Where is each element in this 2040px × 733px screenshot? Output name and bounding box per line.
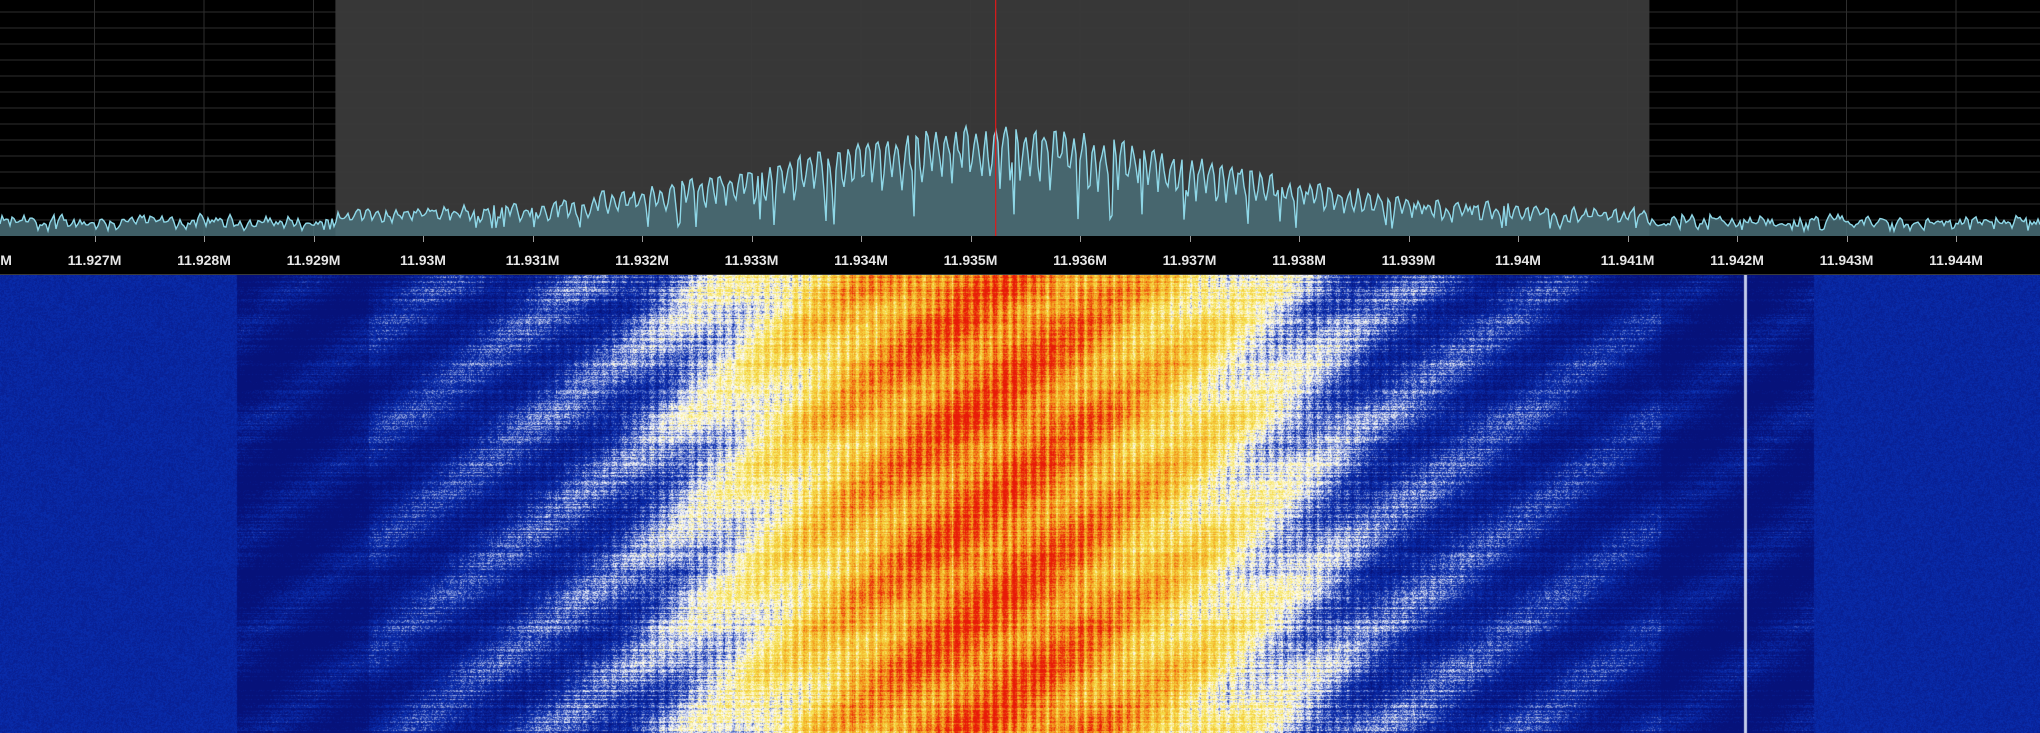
waterfall-canvas[interactable] [0,275,2040,733]
frequency-tick [642,236,643,242]
frequency-axis[interactable]: 11.926M 11.927M 11.928M 11.929M 11.93M 11.931… [0,236,2040,275]
frequency-tick [204,236,205,242]
waterfall-panel[interactable] [0,275,2040,733]
frequency-label: 11.936M [1053,252,1107,268]
frequency-label: 11.94M [1495,252,1541,268]
frequency-tick [94,236,96,242]
frequency-label: 11.939M [1381,252,1436,268]
frequency-tick [1408,236,1410,242]
frequency-tick [313,236,315,242]
spectrum-fill [0,126,2040,236]
frequency-label: 11.932M [615,252,669,268]
frequency-tick [1080,236,1081,242]
frequency-label: 11.934M [834,252,888,268]
frequency-tick [1956,236,1957,242]
frequency-tick [1189,236,1191,242]
frequency-tick [970,236,972,242]
frequency-tick [1518,236,1519,242]
frequency-label: 11.927M [67,252,122,268]
frequency-label: 11.935M [943,252,998,268]
frequency-tick [1299,236,1300,242]
frequency-label: 11.933M [724,252,779,268]
frequency-label: 11.942M [1710,252,1764,268]
frequency-label: 11.937M [1162,252,1217,268]
frequency-label: 11.944M [1929,252,1983,268]
frequency-label: 11.938M [1272,252,1326,268]
frequency-label: 11.928M [177,252,231,268]
frequency-tick [1737,236,1738,242]
spectrum-plot[interactable] [0,0,2040,236]
frequency-label: 11.926M [0,252,12,268]
frequency-label: 11.93M [400,252,446,268]
frequency-tick [861,236,862,242]
frequency-tick [1846,236,1848,242]
frequency-label: 11.941M [1600,252,1655,268]
frequency-label: 11.931M [505,252,560,268]
frequency-label: 11.943M [1819,252,1874,268]
frequency-tick [751,236,753,242]
frequency-tick [532,236,534,242]
frequency-label: 11.929M [286,252,341,268]
frequency-tick [423,236,424,242]
frequency-tick [1627,236,1629,242]
spectrum-trace [0,123,2040,234]
spectrum-panel[interactable] [0,0,2040,236]
